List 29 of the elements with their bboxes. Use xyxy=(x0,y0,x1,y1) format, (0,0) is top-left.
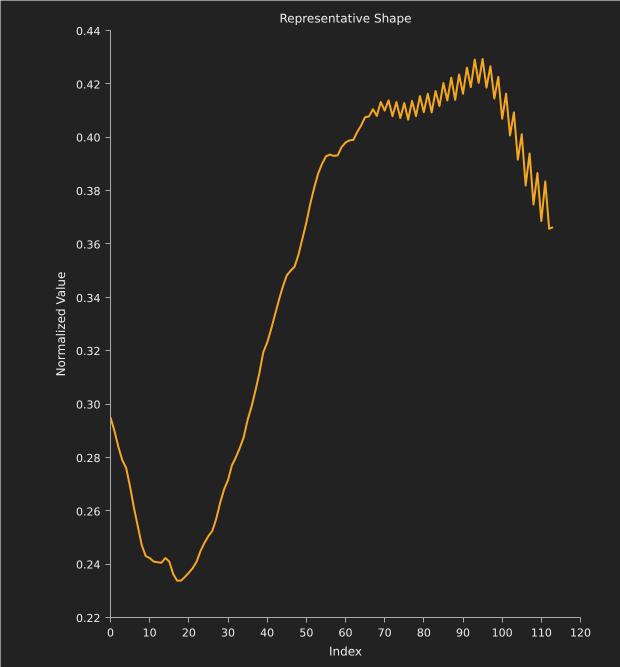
x-tick-label: 30 xyxy=(221,626,235,640)
y-tick-label: 0.22 xyxy=(76,612,101,625)
y-tick-label: 0.44 xyxy=(76,25,101,38)
chart-title: Representative Shape xyxy=(279,12,412,26)
x-axis-title: Index xyxy=(328,644,362,658)
y-axis-title: Normalized Value xyxy=(54,272,68,376)
y-tick-label: 0.24 xyxy=(76,558,101,572)
x-tick-label: 50 xyxy=(299,626,314,640)
y-tick-label: 0.32 xyxy=(76,345,101,358)
x-tick-label: 120 xyxy=(570,626,591,640)
y-tick-label: 0.28 xyxy=(76,452,101,465)
x-tick-label: 20 xyxy=(182,626,196,640)
x-tick-label: 40 xyxy=(260,626,274,640)
y-tick-label: 0.38 xyxy=(76,185,101,198)
line-series xyxy=(110,58,554,582)
x-tick-label: 100 xyxy=(492,626,513,640)
y-tick-label: 0.26 xyxy=(76,505,101,518)
y-tick-label: 0.40 xyxy=(76,132,101,145)
y-tick-label: 0.36 xyxy=(76,238,101,252)
x-tick-label: 0 xyxy=(107,626,114,640)
x-tick-label: 70 xyxy=(378,626,392,640)
x-tick-label: 60 xyxy=(338,626,352,640)
y-tick-label: 0.30 xyxy=(76,398,101,412)
x-tick-label: 10 xyxy=(142,626,157,640)
y-tick-label: 0.42 xyxy=(76,78,101,92)
x-tick-label: 110 xyxy=(530,626,552,640)
x-tick-label: 90 xyxy=(456,626,470,640)
x-tick-label: 80 xyxy=(416,626,431,640)
y-tick-label: 0.34 xyxy=(76,292,101,305)
